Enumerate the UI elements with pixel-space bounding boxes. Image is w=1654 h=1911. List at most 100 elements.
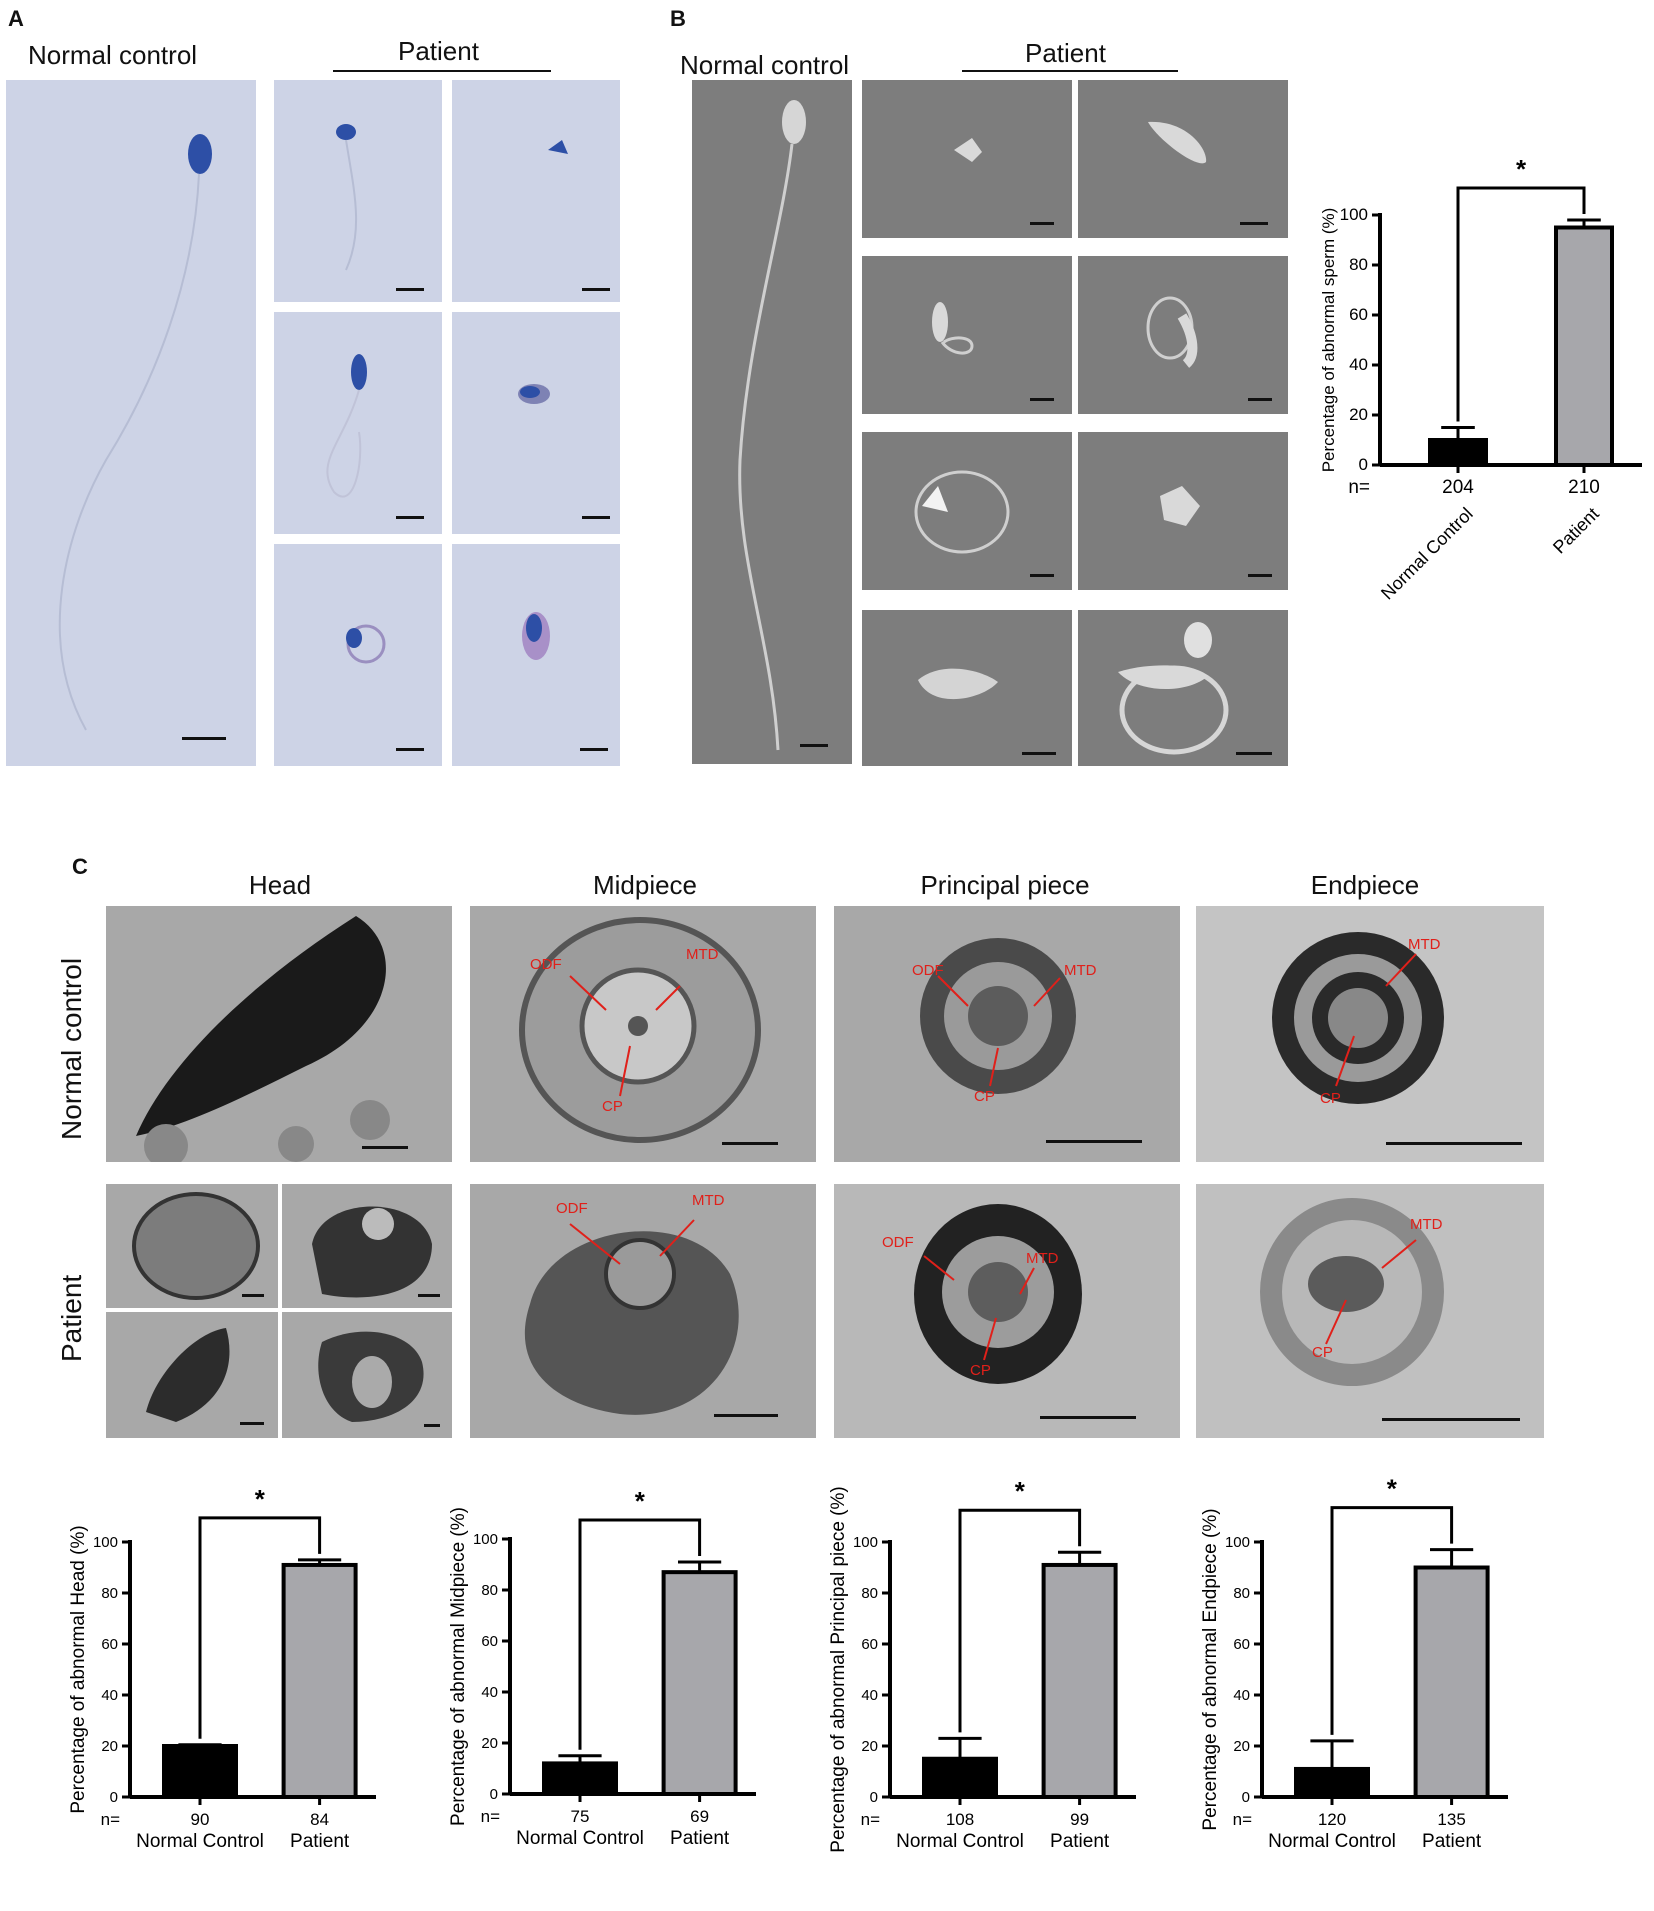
panel-a-letter: A bbox=[8, 6, 24, 31]
category-label: Patient bbox=[1422, 1831, 1482, 1852]
panel-b-patient-image-3 bbox=[862, 256, 1072, 414]
y-tick-label: 20 bbox=[1349, 405, 1368, 424]
chart-abnormal-principal-piece: 0 20 40 60 80 100 108 Normal Control 99 Patient n=… bbox=[828, 1476, 1136, 1853]
panel-b-letter: B bbox=[670, 6, 686, 31]
panel-a-patient-image-4 bbox=[452, 312, 620, 534]
scale-bar bbox=[1030, 398, 1054, 401]
n-value: 108 bbox=[946, 1810, 974, 1829]
y-tick-label: 80 bbox=[861, 1585, 878, 1602]
cp-label: CP bbox=[970, 1362, 991, 1379]
cp-label: CP bbox=[1312, 1344, 1333, 1361]
significance-bracket bbox=[578, 1518, 702, 1750]
panel-b-patient-label: Patient bbox=[1025, 38, 1106, 68]
scale-bar bbox=[714, 1414, 778, 1417]
y-axis-label: Percentage of abnormal Principal piece (… bbox=[828, 1486, 849, 1852]
column-endpiece-header: Endpiece bbox=[1310, 870, 1420, 900]
category-label: Patient bbox=[1549, 504, 1603, 558]
y-tick-label: 80 bbox=[1233, 1585, 1250, 1602]
significance-bracket bbox=[958, 1508, 1082, 1733]
significance-star: * bbox=[1387, 1474, 1398, 1504]
n-value: 210 bbox=[1568, 477, 1600, 498]
n-prefix: n= bbox=[481, 1807, 500, 1826]
odf-label: ODF bbox=[556, 1200, 588, 1217]
panel-a-normal-image bbox=[6, 80, 256, 766]
y-tick-label: 100 bbox=[1340, 205, 1368, 224]
tem-normal-principal-piece: ODF MTD CP bbox=[834, 906, 1180, 1162]
scale-bar bbox=[1382, 1418, 1520, 1421]
y-tick-label: 20 bbox=[861, 1738, 878, 1755]
n-value: 120 bbox=[1318, 1810, 1346, 1829]
panel-b-patient-image-7 bbox=[862, 610, 1072, 766]
scale-bar bbox=[1022, 752, 1056, 755]
scale-bar bbox=[722, 1142, 778, 1145]
significance-bracket bbox=[1330, 1506, 1454, 1735]
scale-bar bbox=[1386, 1142, 1522, 1145]
panel-a-normal-label: Normal control bbox=[28, 40, 198, 70]
y-tick-label: 0 bbox=[490, 1786, 498, 1803]
panel-b-patient-image-5 bbox=[862, 432, 1072, 590]
significance-star: * bbox=[255, 1484, 266, 1514]
mtd-label: MTD bbox=[1410, 1216, 1443, 1233]
y-tick-label: 100 bbox=[853, 1534, 878, 1551]
category-label: Patient bbox=[670, 1828, 730, 1849]
bar-patient bbox=[661, 1570, 738, 1797]
cp-label: CP bbox=[602, 1098, 623, 1115]
panel-b-normal-image bbox=[692, 80, 852, 764]
scale-bar bbox=[582, 516, 610, 519]
panel-a-patient-image-3 bbox=[274, 312, 442, 534]
bar-patient bbox=[281, 1562, 358, 1799]
tem-patient-midpiece: ODF MTD bbox=[470, 1184, 816, 1438]
odf-label: ODF bbox=[882, 1234, 914, 1251]
y-tick-label: 60 bbox=[861, 1636, 878, 1653]
y-axis-label: Percentage of abnormal sperm (%) bbox=[1319, 208, 1338, 473]
n-value: 99 bbox=[1070, 1810, 1089, 1829]
y-tick-label: 40 bbox=[101, 1687, 118, 1704]
scale-bar bbox=[582, 288, 610, 291]
scale-bar bbox=[1248, 574, 1272, 577]
odf-label: ODF bbox=[530, 956, 562, 973]
n-value: 84 bbox=[310, 1810, 329, 1829]
category-label: Patient bbox=[1050, 1831, 1110, 1852]
chart-abnormal-head: 0 20 40 60 80 100 90 Normal Control 84 Patient n= *… bbox=[68, 1484, 376, 1852]
scale-bar bbox=[418, 1294, 440, 1297]
chart-abnormal-endpiece: 0 20 40 60 80 100 120 Normal Control 135 Patient n… bbox=[1200, 1474, 1508, 1852]
column-head-header: Head bbox=[248, 870, 312, 900]
scale-bar bbox=[1248, 398, 1272, 401]
odf-label: ODF bbox=[912, 962, 944, 979]
scale-bar bbox=[396, 288, 424, 291]
y-tick-label: 0 bbox=[1242, 1789, 1250, 1806]
panel-c-letter: C bbox=[72, 854, 88, 879]
tem-patient-principal-piece: ODF MTD CP bbox=[834, 1184, 1180, 1438]
panel-a-patient-image-1 bbox=[274, 80, 442, 302]
y-tick-label: 40 bbox=[481, 1684, 498, 1701]
y-tick-label: 40 bbox=[1349, 355, 1368, 374]
scale-bar bbox=[1046, 1140, 1142, 1143]
scale-bar bbox=[1030, 222, 1054, 225]
tem-patient-head-3 bbox=[106, 1312, 278, 1438]
tem-patient-endpiece: MTD CP bbox=[1196, 1184, 1544, 1438]
n-value: 90 bbox=[191, 1810, 210, 1829]
normal-sperm-drawing bbox=[58, 134, 212, 731]
y-tick-label: 0 bbox=[1359, 455, 1368, 474]
chart-abnormal-midpiece: 0 20 40 60 80 100 75 Normal Control 69 Patient n= *… bbox=[448, 1486, 756, 1849]
y-tick-label: 20 bbox=[101, 1738, 118, 1755]
y-tick-label: 60 bbox=[1349, 305, 1368, 324]
scale-bar bbox=[800, 744, 828, 747]
n-value: 204 bbox=[1442, 477, 1474, 498]
tem-patient-head-4 bbox=[282, 1312, 452, 1438]
panel-b-patient-image-6 bbox=[1078, 432, 1288, 590]
panel-b-patient-image-1 bbox=[862, 80, 1072, 238]
chart-abnormal-sperm: 0 20 40 60 80 100 204 Normal Control 210 Patient n… bbox=[1319, 154, 1642, 603]
y-axis-label: Percentage of abnormal Head (%) bbox=[68, 1525, 89, 1813]
mtd-label: MTD bbox=[686, 946, 719, 963]
panel-b-patient-image-4 bbox=[1078, 256, 1288, 414]
significance-star: * bbox=[1015, 1476, 1026, 1506]
tem-patient-head-1 bbox=[106, 1184, 278, 1308]
scale-bar bbox=[424, 1424, 440, 1427]
panel-b-patient-image-8 bbox=[1078, 610, 1288, 766]
scale-bar bbox=[396, 748, 424, 751]
panel-a-patient-image-6 bbox=[452, 544, 620, 766]
category-label: Normal Control bbox=[136, 1831, 264, 1852]
significance-bracket bbox=[1456, 186, 1586, 422]
bar-patient bbox=[1413, 1565, 1490, 1799]
